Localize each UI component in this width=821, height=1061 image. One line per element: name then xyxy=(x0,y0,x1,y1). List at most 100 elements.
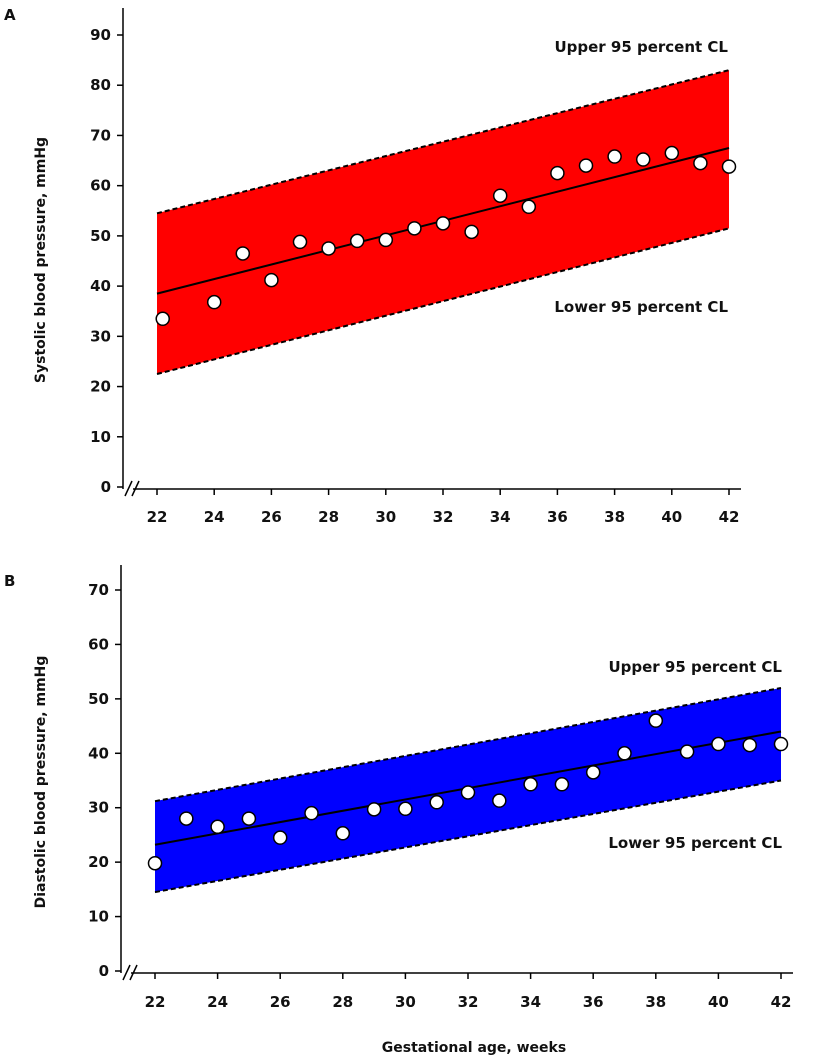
data-point xyxy=(711,736,726,752)
data-point xyxy=(693,155,708,171)
y-axis-title: Diastolic blood pressure, mmHg xyxy=(33,656,49,909)
data-point xyxy=(235,246,251,261)
data-point xyxy=(679,744,695,759)
data-point xyxy=(664,145,680,161)
x-tick-label: 36 xyxy=(547,508,568,526)
data-point xyxy=(147,855,163,871)
data-point xyxy=(206,294,222,310)
y-tick-label: 30 xyxy=(88,799,109,817)
upper-cl-label: Upper 95 percent CL xyxy=(608,658,782,676)
x-tick-label: 38 xyxy=(604,508,625,526)
y-tick-label: 40 xyxy=(88,744,109,762)
data-point xyxy=(349,233,365,249)
data-point xyxy=(773,736,789,752)
y-tick-label: 50 xyxy=(88,690,109,708)
data-point xyxy=(155,311,170,327)
data-point xyxy=(407,221,422,236)
axis-break-mark xyxy=(131,480,140,497)
data-point xyxy=(492,793,507,808)
lower-cl-line xyxy=(156,227,730,375)
y-tick-label: 20 xyxy=(90,378,111,396)
data-point xyxy=(304,805,319,821)
x-tick-label: 26 xyxy=(261,508,282,526)
x-tick-label: 36 xyxy=(583,993,604,1011)
x-tick-label: 32 xyxy=(433,508,454,526)
lower-cl-label: Lower 95 percent CL xyxy=(554,298,728,316)
upper-cl-line xyxy=(156,69,730,215)
x-tick-label: 34 xyxy=(490,508,511,526)
data-point xyxy=(578,158,594,173)
y-tick-label: 0 xyxy=(101,478,111,496)
data-point xyxy=(272,830,288,845)
panel-letter-a: A xyxy=(4,6,16,24)
y-tick-label: 60 xyxy=(90,177,111,195)
y-tick-label: 70 xyxy=(88,581,109,599)
data-point xyxy=(550,165,565,181)
y-tick-label: 10 xyxy=(88,908,109,926)
y-tick-label: 50 xyxy=(90,227,111,245)
axis-break-mark xyxy=(122,964,131,981)
data-point xyxy=(321,241,336,256)
data-point xyxy=(721,159,737,174)
y-tick-label: 70 xyxy=(90,126,111,144)
x-tick-label: 42 xyxy=(771,993,792,1011)
x-tick-label: 40 xyxy=(708,993,729,1011)
data-point xyxy=(210,819,225,835)
x-tick-label: 24 xyxy=(204,508,225,526)
data-point xyxy=(398,801,413,817)
y-tick-label: 10 xyxy=(90,428,111,446)
data-point xyxy=(179,811,194,826)
diastolic-panel: B Diastolic blood pressure, mmHg 0 10 20 30… xyxy=(4,565,793,1011)
data-point xyxy=(648,713,664,728)
y-tick-label: 60 xyxy=(88,635,109,653)
upper-cl-line xyxy=(154,686,782,803)
x-tick-label: 28 xyxy=(332,993,353,1011)
panel-letter-b: B xyxy=(4,572,15,590)
x-tick-label: 22 xyxy=(145,993,166,1011)
data-point xyxy=(521,199,537,215)
data-point xyxy=(617,746,632,761)
y-tick-label: 20 xyxy=(88,853,109,871)
data-point xyxy=(492,188,508,203)
data-point xyxy=(460,785,476,800)
x-tick-label: 22 xyxy=(147,508,168,526)
y-tick-label: 40 xyxy=(90,277,111,295)
y-tick-label: 0 xyxy=(99,962,109,980)
data-point xyxy=(435,216,451,231)
data-point xyxy=(292,234,308,250)
data-point xyxy=(554,777,570,792)
data-point xyxy=(366,802,382,817)
x-tick-label: 24 xyxy=(207,993,228,1011)
x-axis-title: Gestational age, weeks xyxy=(382,1040,566,1056)
data-point xyxy=(585,765,601,780)
data-point xyxy=(742,737,757,753)
data-point xyxy=(241,811,257,826)
data-point xyxy=(635,152,651,167)
x-tick-label: 42 xyxy=(719,508,740,526)
data-point xyxy=(523,777,538,792)
axis-break-mark xyxy=(124,480,133,497)
x-tick-label: 40 xyxy=(661,508,682,526)
data-point xyxy=(429,795,444,810)
x-tick-label: 34 xyxy=(520,993,541,1011)
y-tick-label: 30 xyxy=(90,327,111,345)
x-tick-label: 30 xyxy=(375,508,396,526)
y-tick-label: 90 xyxy=(90,26,111,44)
data-point xyxy=(335,826,351,841)
upper-cl-label: Upper 95 percent CL xyxy=(554,38,728,56)
data-point xyxy=(264,272,279,288)
x-tick-label: 28 xyxy=(318,508,339,526)
lower-cl-line xyxy=(154,779,782,894)
data-point xyxy=(607,149,622,164)
data-point xyxy=(378,232,394,248)
lower-cl-label: Lower 95 percent CL xyxy=(608,834,782,852)
data-point xyxy=(464,224,479,240)
axis-break-mark xyxy=(129,964,138,981)
y-axis-title: Systolic blood pressure, mmHg xyxy=(33,137,49,383)
y-tick-label: 80 xyxy=(90,76,111,94)
x-tick-label: 32 xyxy=(458,993,479,1011)
systolic-panel: A Systolic blood pressure, mmHg 0 10 20 30 4… xyxy=(4,6,741,526)
x-tick-label: 38 xyxy=(645,993,666,1011)
x-tick-label: 30 xyxy=(395,993,416,1011)
